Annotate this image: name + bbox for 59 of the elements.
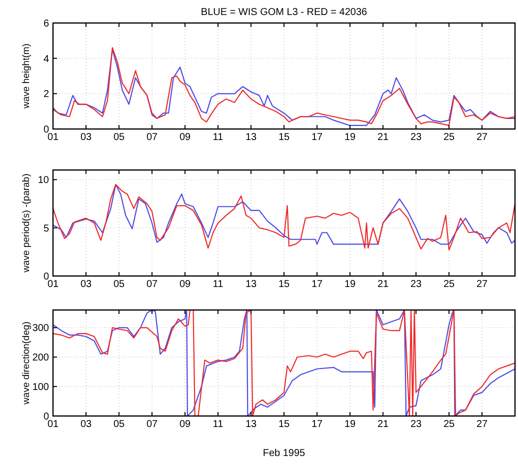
x-tick-label: 27 bbox=[476, 419, 488, 430]
x-tick-label: 01 bbox=[47, 279, 59, 290]
y-tick-label: 4 bbox=[43, 54, 50, 65]
x-tick-label: 07 bbox=[146, 279, 158, 290]
x-tick-label: 03 bbox=[80, 279, 92, 290]
y-tick-label: 0 bbox=[43, 272, 50, 282]
x-tick-label: 17 bbox=[311, 279, 323, 290]
x-tick-label: 19 bbox=[344, 279, 356, 290]
x-tick-label: 21 bbox=[377, 132, 389, 143]
x-tick-label: 03 bbox=[80, 419, 92, 430]
y-axis-title: wave period(s) -(parab) bbox=[21, 174, 32, 274]
y-tick-label: 100 bbox=[32, 382, 50, 394]
x-tick-label: 17 bbox=[311, 132, 323, 143]
x-tick-label: 21 bbox=[377, 419, 389, 430]
x-tick-label: 09 bbox=[179, 419, 191, 430]
line-series bbox=[52, 309, 516, 417]
x-tick-label: 19 bbox=[344, 419, 356, 430]
x-tick-label: 13 bbox=[245, 279, 257, 290]
x-tick-label: 23 bbox=[410, 419, 422, 430]
y-tick-label: 300 bbox=[32, 323, 50, 334]
x-tick-label: 05 bbox=[113, 279, 125, 290]
x-tick-label: 15 bbox=[278, 419, 290, 430]
x-tick-label: 11 bbox=[212, 419, 224, 430]
x-tick-label: 07 bbox=[146, 419, 158, 430]
x-tick-label: 21 bbox=[377, 279, 389, 290]
x-tick-label: 23 bbox=[410, 132, 422, 143]
x-tick-label: 03 bbox=[80, 132, 92, 143]
y-tick-label: 200 bbox=[32, 352, 50, 364]
y-axis-title: wave height(m) bbox=[21, 44, 32, 110]
x-tick-label: 15 bbox=[278, 279, 290, 290]
y-tick-label: 10 bbox=[38, 175, 50, 186]
x-tick-label: 25 bbox=[443, 279, 455, 290]
x-tick-label: 13 bbox=[245, 132, 257, 143]
y-tick-label: 0 bbox=[43, 124, 50, 136]
y-tick-label: 6 bbox=[43, 18, 50, 30]
x-tick-label: 05 bbox=[113, 132, 125, 143]
x-tick-label: 23 bbox=[410, 279, 422, 290]
x-tick-label: 11 bbox=[212, 279, 224, 290]
chart-title: BLUE = WIS GOM L3 - RED = 42036 bbox=[200, 7, 368, 18]
x-tick-label: 13 bbox=[245, 419, 257, 430]
y-tick-label: 0 bbox=[43, 412, 50, 422]
x-tick-label: 01 bbox=[47, 419, 59, 430]
x-tick-label: 11 bbox=[212, 132, 224, 143]
x-tick-label: 27 bbox=[476, 132, 488, 143]
x-tick-label: 15 bbox=[278, 132, 290, 143]
x-tick-label: 01 bbox=[47, 132, 59, 143]
y-tick-label: 5 bbox=[43, 223, 50, 234]
x-tick-label: 17 bbox=[311, 419, 323, 430]
x-tick-label: 07 bbox=[146, 132, 158, 143]
x-tick-label: 27 bbox=[476, 279, 488, 290]
x-tick-label: 25 bbox=[443, 419, 455, 430]
y-axis-title: wave direction(deg) bbox=[21, 322, 32, 406]
x-axis-title: Feb 1995 bbox=[262, 448, 306, 459]
y-tick-label: 2 bbox=[43, 89, 50, 100]
x-tick-label: 25 bbox=[443, 132, 455, 143]
x-tick-label: 19 bbox=[344, 132, 356, 143]
x-tick-label: 09 bbox=[179, 132, 191, 143]
x-tick-label: 05 bbox=[113, 419, 125, 430]
x-tick-label: 09 bbox=[179, 279, 191, 290]
